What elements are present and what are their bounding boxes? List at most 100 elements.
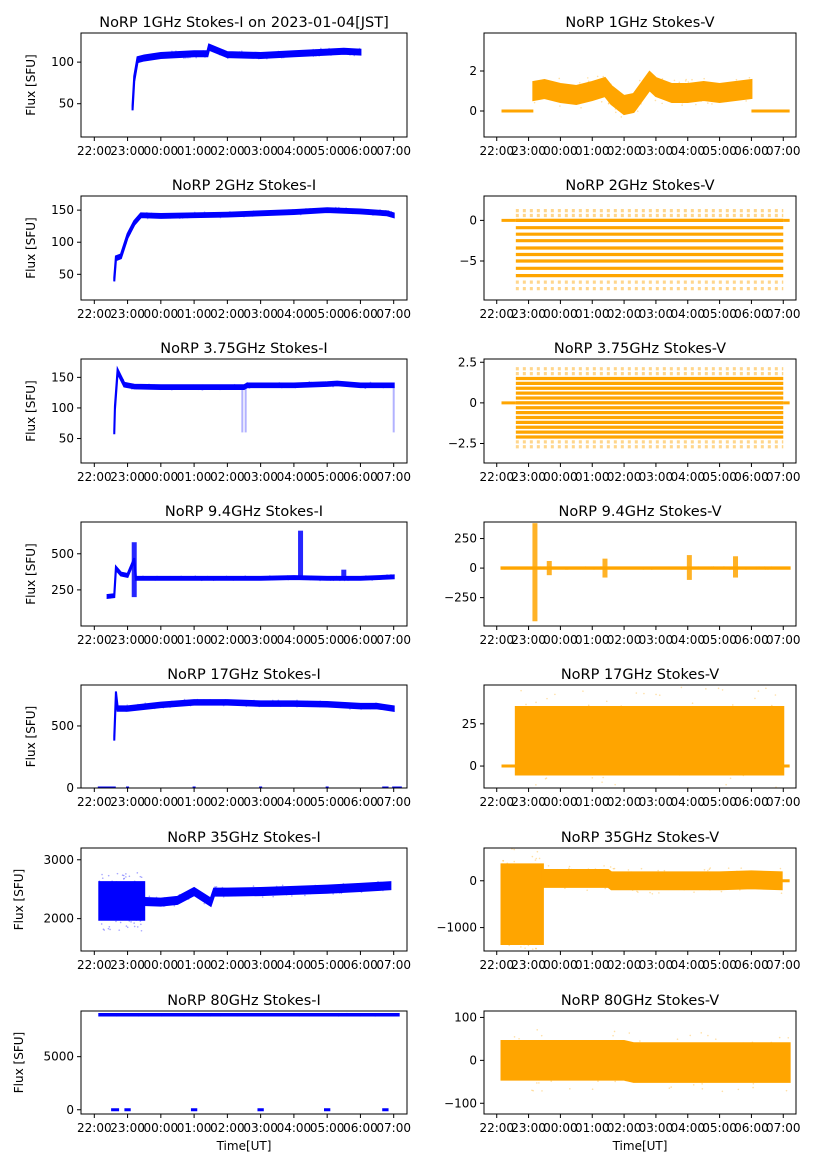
outlier-point	[306, 700, 309, 703]
outlier-point	[298, 1015, 301, 1017]
outlier-point	[192, 384, 195, 386]
outlier-point	[392, 574, 394, 577]
outlier-point	[503, 568, 506, 570]
y-tick-label: 50	[59, 432, 74, 446]
outlier-point	[140, 923, 142, 926]
y-tick-label: 100	[51, 235, 74, 249]
outlier-point	[308, 381, 311, 383]
outlier-point	[314, 884, 317, 887]
outlier-point	[244, 575, 247, 577]
outlier-point	[765, 687, 767, 690]
y-tick-label: 500	[51, 547, 74, 561]
outlier-point	[587, 704, 590, 707]
outlier-point	[322, 1013, 325, 1015]
outlier-point	[584, 566, 587, 568]
outlier-point	[296, 705, 298, 708]
y-axis-label: Flux [SFU]	[12, 1032, 26, 1093]
x-tick-label: 23:00	[511, 1121, 546, 1135]
outlier-point	[617, 109, 620, 112]
y-tick-label: 0	[469, 396, 477, 410]
outlier-point	[332, 576, 335, 578]
y-tick-label: 2	[469, 64, 477, 78]
subplot-title: NoRP 3.75GHz Stokes-I	[160, 341, 327, 357]
outlier-point	[144, 702, 147, 704]
outlier-point	[539, 842, 541, 844]
outlier-point	[211, 892, 214, 895]
outlier-point	[536, 1082, 538, 1084]
outlier-point	[384, 209, 387, 212]
outlier-point	[349, 708, 351, 710]
outlier-point	[119, 921, 122, 924]
x-tick-label: 00:00	[543, 307, 578, 321]
outlier-point	[339, 579, 341, 582]
series-Stokes-V	[532, 70, 753, 116]
outlier-point	[540, 955, 542, 957]
axes-frame	[80, 195, 408, 301]
spike	[733, 556, 739, 578]
zero-point	[259, 786, 263, 788]
outlier-point	[716, 568, 719, 570]
outlier-point	[684, 80, 687, 82]
outlier-point	[639, 1040, 641, 1042]
outlier-point	[712, 566, 715, 568]
outlier-point	[752, 1082, 755, 1085]
outlier-point	[757, 690, 760, 692]
x-tick-label: 23:00	[110, 1121, 145, 1135]
x-tick-label: 05:00	[310, 958, 345, 972]
axes-frame	[483, 521, 797, 627]
outlier-point	[185, 57, 187, 59]
outlier-point	[283, 1013, 285, 1015]
outlier-point	[714, 1038, 717, 1040]
outlier-point	[126, 704, 129, 706]
x-tick-label: 00:00	[543, 144, 578, 158]
x-tick-label: 03:00	[243, 1121, 278, 1135]
outlier-point	[373, 214, 375, 216]
outlier-point	[767, 568, 769, 570]
outlier-point	[625, 1079, 627, 1082]
outlier-point	[319, 700, 322, 703]
x-tick-label: 03:00	[243, 470, 278, 484]
x-tick-label: 05:00	[702, 633, 737, 647]
outlier-point	[111, 880, 113, 882]
outlier-point	[128, 920, 131, 922]
outlier-point	[731, 704, 734, 706]
outlier-point	[180, 575, 182, 578]
outlier-point	[346, 53, 349, 55]
x-axis-label: Time[UT]	[216, 1139, 272, 1153]
x-tick-label: 00:00	[543, 958, 578, 972]
outlier-point	[156, 575, 158, 578]
outlier-point	[248, 387, 251, 389]
outlier-point	[717, 687, 720, 690]
outlier-point	[202, 50, 204, 52]
subplot-17ghz-i: NoRP 17GHz Stokes-I 0 500 22:0023:0000:0001…	[24, 667, 411, 809]
y-tick-label: 25	[462, 717, 477, 731]
outlier-point	[604, 887, 607, 890]
axes-frame	[80, 358, 408, 464]
outlier-point	[513, 860, 516, 863]
outlier-point	[603, 865, 605, 867]
outlier-point	[215, 885, 218, 888]
outlier-point	[162, 706, 165, 709]
spike	[131, 542, 137, 598]
outlier-point	[316, 705, 319, 708]
subplot-35ghz-v: NoRP 35GHz Stokes-V −1000 0 22:0023:0000:00…	[436, 830, 800, 972]
outlier-point	[148, 895, 151, 898]
outlier-point	[253, 699, 255, 702]
series-Stokes-V	[541, 869, 783, 891]
outlier-point	[382, 386, 385, 389]
x-tick-label: 05:00	[702, 470, 737, 484]
x-tick-label: 22:00	[479, 795, 514, 809]
series-Stokes-I	[143, 881, 392, 908]
outlier-point	[252, 210, 255, 212]
outlier-point	[729, 777, 732, 780]
outlier-point	[123, 877, 126, 880]
outlier-point	[144, 896, 146, 899]
outlier-point	[631, 889, 634, 891]
x-tick-label: 07:00	[376, 633, 411, 647]
y-tick-label: 2.5	[458, 355, 477, 369]
x-tick-label: 03:00	[639, 144, 674, 158]
outlier-point	[209, 1013, 212, 1015]
outlier-point	[125, 873, 127, 875]
outlier-point	[203, 902, 206, 905]
outlier-point	[318, 55, 320, 57]
